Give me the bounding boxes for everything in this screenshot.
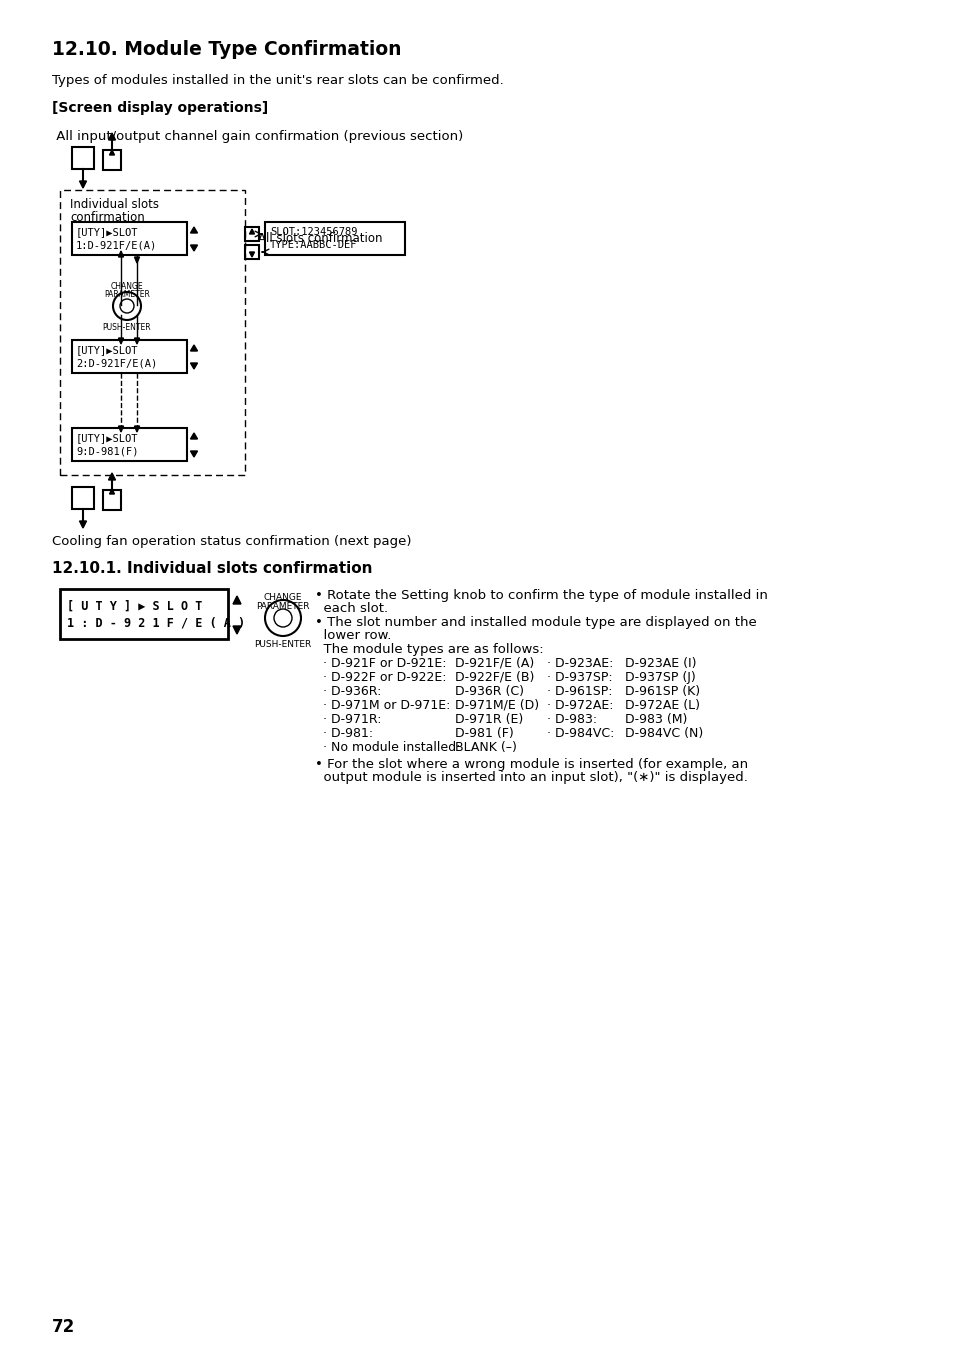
Text: D-921F/E (A): D-921F/E (A) (455, 657, 534, 670)
Text: · D-981:: · D-981: (323, 727, 373, 740)
Text: each slot.: each slot. (314, 603, 388, 615)
Bar (60, 190, 245, 476)
Text: · D-936R:: · D-936R: (323, 685, 381, 698)
Polygon shape (109, 473, 115, 480)
Text: confirmation: confirmation (70, 211, 145, 224)
Text: PUSH-ENTER: PUSH-ENTER (103, 323, 152, 332)
Polygon shape (233, 596, 241, 604)
Bar (265, 222, 405, 255)
Text: [UTY]▶SLOT: [UTY]▶SLOT (76, 434, 138, 443)
Polygon shape (250, 253, 254, 257)
Text: • Rotate the Setting knob to confirm the type of module installed in: • Rotate the Setting knob to confirm the… (314, 589, 767, 603)
Polygon shape (191, 245, 197, 251)
Polygon shape (134, 426, 139, 432)
Text: · D-923AE:: · D-923AE: (546, 657, 613, 670)
Text: D-937SP (J): D-937SP (J) (624, 671, 695, 684)
Bar (71, 486, 94, 509)
Text: lower row.: lower row. (314, 630, 391, 642)
Text: Cooling fan operation status confirmation (next page): Cooling fan operation status confirmatio… (52, 535, 411, 549)
Polygon shape (110, 489, 114, 494)
Text: PARAMETER: PARAMETER (256, 603, 310, 611)
Text: 72: 72 (52, 1319, 75, 1336)
Text: SLOT:123456789: SLOT:123456789 (270, 227, 357, 236)
Text: D-984VC (N): D-984VC (N) (624, 727, 702, 740)
Text: output module is inserted into an input slot), "(∗)" is displayed.: output module is inserted into an input … (314, 771, 747, 784)
Text: · D-921F or D-921E:: · D-921F or D-921E: (323, 657, 446, 670)
Polygon shape (109, 132, 115, 141)
Polygon shape (191, 345, 197, 351)
Text: 12.10. Module Type Confirmation: 12.10. Module Type Confirmation (52, 41, 401, 59)
Bar (103, 150, 121, 170)
Polygon shape (191, 363, 197, 369)
Text: D-936R (C): D-936R (C) (455, 685, 523, 698)
Text: D-923AE (I): D-923AE (I) (624, 657, 696, 670)
Text: D-971R (E): D-971R (E) (455, 713, 522, 725)
Text: 12.10.1. Individual slots confirmation: 12.10.1. Individual slots confirmation (52, 561, 372, 576)
Text: D-961SP (K): D-961SP (K) (624, 685, 700, 698)
Bar (103, 490, 121, 509)
Text: All input/output channel gain confirmation (previous section): All input/output channel gain confirmati… (52, 130, 463, 143)
Text: [UTY]▶SLOT: [UTY]▶SLOT (76, 227, 138, 236)
Text: [ U T Y ] ▶ S L O T: [ U T Y ] ▶ S L O T (67, 600, 202, 613)
Text: · D-937SP:: · D-937SP: (546, 671, 612, 684)
Text: · No module installed:: · No module installed: (323, 740, 460, 754)
Text: [UTY]▶SLOT: [UTY]▶SLOT (76, 345, 138, 355)
Text: · D-971M or D-971E:: · D-971M or D-971E: (323, 698, 450, 712)
Polygon shape (134, 257, 139, 263)
Polygon shape (79, 521, 87, 528)
Bar (60, 589, 228, 639)
Bar (245, 245, 258, 259)
Text: · D-984VC:: · D-984VC: (546, 727, 614, 740)
Bar (71, 222, 187, 255)
Polygon shape (118, 426, 123, 432)
Text: · D-922F or D-922E:: · D-922F or D-922E: (323, 671, 446, 684)
Text: D-972AE (L): D-972AE (L) (624, 698, 700, 712)
Text: • For the slot where a wrong module is inserted (for example, an: • For the slot where a wrong module is i… (314, 758, 747, 771)
Bar (245, 227, 258, 240)
Text: TYPE:AABBC-DEF: TYPE:AABBC-DEF (270, 240, 357, 250)
Text: The module types are as follows:: The module types are as follows: (314, 643, 543, 657)
Text: • The slot number and installed module type are displayed on the: • The slot number and installed module t… (314, 616, 756, 630)
Text: CHANGE: CHANGE (263, 593, 302, 603)
Text: D-981 (F): D-981 (F) (455, 727, 514, 740)
Text: [Screen display operations]: [Screen display operations] (52, 101, 268, 115)
Polygon shape (191, 434, 197, 439)
Text: D-971M/E (D): D-971M/E (D) (455, 698, 538, 712)
Text: · D-961SP:: · D-961SP: (546, 685, 612, 698)
Text: BLANK (–): BLANK (–) (455, 740, 517, 754)
Text: Individual slots: Individual slots (70, 199, 159, 211)
Polygon shape (118, 251, 123, 257)
Polygon shape (118, 338, 123, 345)
Text: · D-983:: · D-983: (546, 713, 597, 725)
Text: 1 : D - 9 2 1 F / E ( A ): 1 : D - 9 2 1 F / E ( A ) (67, 617, 245, 630)
Text: Types of modules installed in the unit's rear slots can be confirmed.: Types of modules installed in the unit's… (52, 74, 503, 86)
Bar (71, 340, 187, 373)
Text: PUSH-ENTER: PUSH-ENTER (254, 640, 312, 648)
Polygon shape (110, 150, 114, 155)
Text: All slots confirmation: All slots confirmation (257, 232, 382, 245)
Text: CHANGE: CHANGE (111, 282, 143, 290)
Polygon shape (250, 230, 254, 234)
Polygon shape (134, 338, 139, 345)
Polygon shape (191, 227, 197, 232)
Bar (71, 147, 94, 169)
Text: D-922F/E (B): D-922F/E (B) (455, 671, 534, 684)
Text: 2:D-921F/E(A): 2:D-921F/E(A) (76, 358, 157, 367)
Polygon shape (233, 626, 241, 634)
Text: PARAMETER: PARAMETER (104, 290, 150, 299)
Text: D-983 (M): D-983 (M) (624, 713, 687, 725)
Bar (71, 428, 187, 461)
Polygon shape (191, 451, 197, 457)
Polygon shape (79, 181, 87, 188)
Text: · D-972AE:: · D-972AE: (546, 698, 613, 712)
Text: · D-971R:: · D-971R: (323, 713, 381, 725)
Text: 1:D-921F/E(A): 1:D-921F/E(A) (76, 240, 157, 250)
Text: 9:D-981(F): 9:D-981(F) (76, 446, 138, 457)
